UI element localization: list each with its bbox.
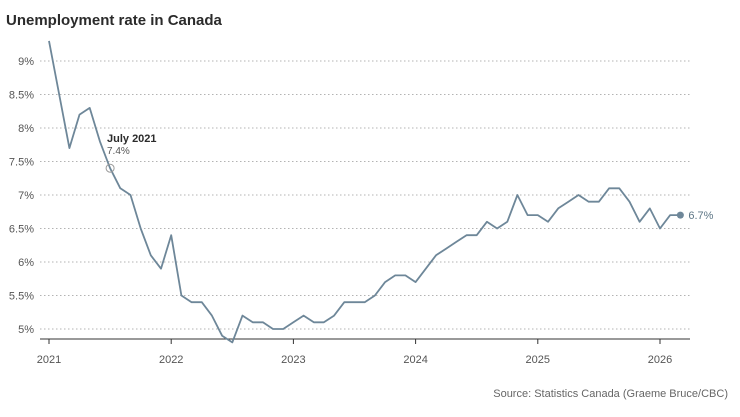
y-tick-label: 7.5%: [9, 157, 34, 169]
y-tick-label: 7%: [18, 190, 34, 202]
x-tick-label: 2021: [37, 354, 61, 366]
x-tick-label: 2025: [526, 354, 550, 366]
x-tick-label: 2023: [281, 354, 305, 366]
annotation-value: 7.4%: [107, 146, 130, 157]
end-point-label: 6.7%: [688, 210, 713, 222]
x-tick-label: 2024: [403, 354, 427, 366]
y-tick-label: 5.5%: [9, 291, 34, 303]
y-tick-label: 8%: [18, 123, 34, 135]
annotation-title: July 2021: [107, 133, 157, 145]
annotation-marker: [105, 163, 115, 173]
end-point-marker: 6.7%: [676, 210, 714, 222]
chart-title: Unemployment rate in Canada: [6, 12, 222, 29]
y-tick-label: 6.5%: [9, 224, 34, 236]
x-tick-label: 2022: [159, 354, 183, 366]
y-tick-label: 8.5%: [9, 90, 34, 102]
x-tick-label: 2026: [648, 354, 672, 366]
series-line: [48, 40, 681, 344]
end-point-dot: [676, 211, 684, 219]
x-axis-ticks: 2021 2022 2023 2024 2025 2026: [37, 339, 672, 366]
y-tick-label: 5%: [18, 324, 34, 336]
y-tick-label: 6%: [18, 257, 34, 269]
source-note: Source: Statistics Canada (Graeme Bruce/…: [493, 388, 728, 400]
grid-lines: [40, 60, 690, 330]
y-axis-ticks: 9% 8.5% 8% 7.5% 7% 6.5% 6% 5.5% 5%: [9, 56, 34, 336]
y-tick-label: 9%: [18, 56, 34, 68]
